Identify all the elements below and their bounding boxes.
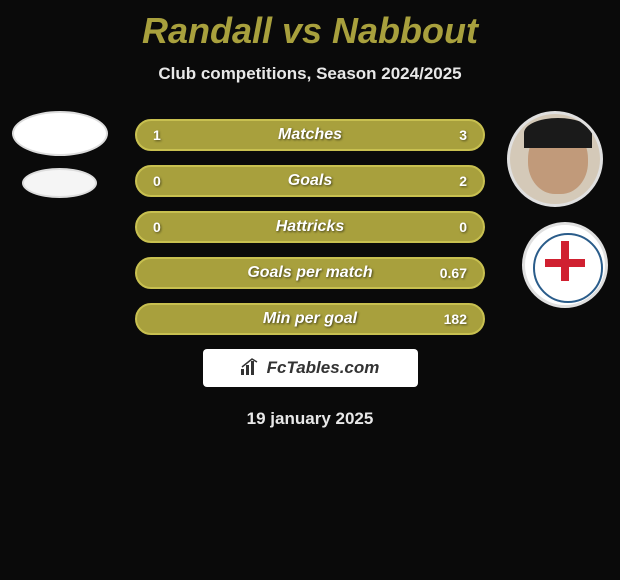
- footer-logo[interactable]: FcTables.com: [203, 349, 418, 387]
- stat-row-min-per-goal: Min per goal 182: [135, 303, 485, 335]
- badge-cross-horizontal: [545, 259, 585, 267]
- player-right-avatar: [507, 111, 603, 207]
- chart-icon: [241, 357, 261, 380]
- main-container: Randall vs Nabbout Club competitions, Se…: [0, 0, 620, 434]
- stat-row-hattricks: 0 Hattricks 0: [135, 211, 485, 243]
- stat-label: Goals: [288, 172, 332, 190]
- player-left-panel: [12, 111, 108, 198]
- stat-right-value: 0.67: [440, 265, 467, 281]
- stat-right-value: 2: [459, 173, 467, 189]
- stat-label: Min per goal: [263, 310, 357, 328]
- subtitle: Club competitions, Season 2024/2025: [0, 64, 620, 84]
- stat-row-goals: 0 Goals 2: [135, 165, 485, 197]
- stat-label: Goals per match: [247, 264, 372, 282]
- stat-right-value: 3: [459, 127, 467, 143]
- stat-left-value: 0: [153, 173, 161, 189]
- stats-list: 1 Matches 3 0 Goals 2 0 Hattricks 0 Goal…: [135, 119, 485, 335]
- logo-text: FcTables.com: [267, 358, 380, 378]
- date-label: 19 january 2025: [0, 409, 620, 429]
- player-left-badge: [22, 168, 97, 198]
- stat-label: Matches: [278, 126, 342, 144]
- player-right-badge: [522, 222, 608, 308]
- stat-right-value: 182: [444, 311, 467, 327]
- stat-left-value: 0: [153, 219, 161, 235]
- stat-left-value: 1: [153, 127, 161, 143]
- stat-label: Hattricks: [276, 218, 344, 236]
- content-area: 1 Matches 3 0 Goals 2 0 Hattricks 0 Goal…: [0, 119, 620, 429]
- stat-row-goals-per-match: Goals per match 0.67: [135, 257, 485, 289]
- stat-right-value: 0: [459, 219, 467, 235]
- page-title: Randall vs Nabbout: [0, 10, 620, 52]
- avatar-hair: [524, 118, 592, 148]
- player-right-panel: [507, 111, 608, 308]
- stat-row-matches: 1 Matches 3: [135, 119, 485, 151]
- player-left-avatar: [12, 111, 108, 156]
